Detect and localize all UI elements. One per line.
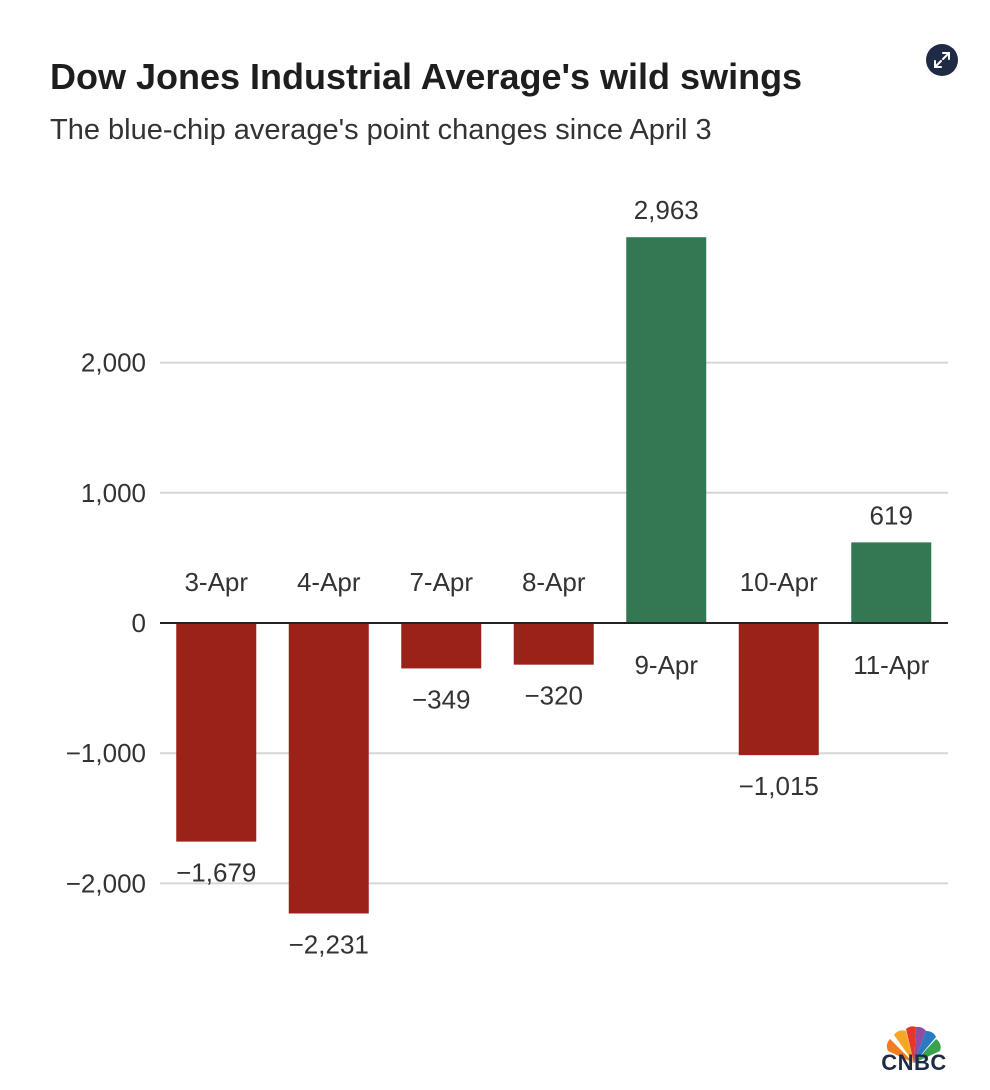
- bar: [738, 623, 819, 756]
- bar: [288, 623, 369, 914]
- data-label: −2,231: [289, 929, 369, 959]
- y-tick-label: 1,000: [81, 478, 146, 508]
- data-label: −349: [412, 684, 471, 714]
- x-tick-label: 3-Apr: [184, 567, 248, 597]
- x-tick-label: 9-Apr: [634, 650, 698, 680]
- cnbc-logo-text: CNBC: [881, 1050, 947, 1075]
- x-tick-label: 4-Apr: [297, 567, 361, 597]
- chart-title: Dow Jones Industrial Average's wild swin…: [50, 56, 803, 97]
- x-tick-label: 11-Apr: [853, 650, 929, 680]
- y-tick-label: 2,000: [81, 348, 146, 378]
- bar: [401, 623, 482, 669]
- bar: [851, 542, 932, 623]
- expand-icon: [934, 52, 950, 68]
- bar-chart: 2,000 1,000 0 −1,000 −2,000 3-Apr −1,679 4-Apr −…: [66, 195, 948, 959]
- expand-button[interactable]: [926, 44, 958, 76]
- chart-subtitle: The blue-chip average's point changes si…: [50, 114, 712, 146]
- bar: [513, 623, 594, 665]
- y-tick-label: −1,000: [66, 738, 146, 768]
- y-tick-label: −2,000: [66, 868, 146, 898]
- data-label: −1,679: [176, 858, 256, 888]
- x-tick-label: 8-Apr: [522, 567, 586, 597]
- data-label: −320: [524, 681, 583, 711]
- x-tick-label: 7-Apr: [409, 567, 473, 597]
- bar: [176, 623, 257, 842]
- x-tick-label: 10-Apr: [740, 567, 818, 597]
- bar: [626, 237, 707, 623]
- y-tick-label: 0: [132, 608, 146, 638]
- data-label: 619: [870, 500, 913, 530]
- peacock-icon: [886, 1026, 941, 1063]
- data-label: 2,963: [634, 195, 699, 225]
- data-label: −1,015: [739, 771, 819, 801]
